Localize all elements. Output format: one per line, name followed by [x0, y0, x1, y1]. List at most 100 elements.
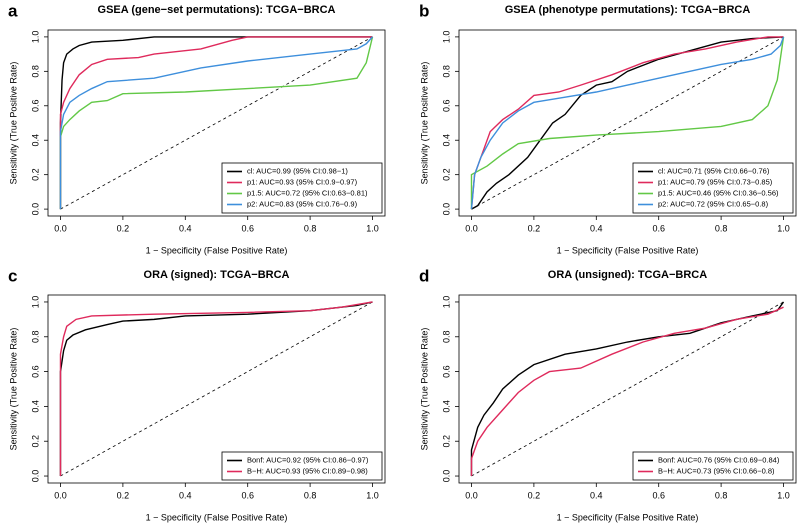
panel-label: b — [419, 1, 429, 20]
legend-label: cl: AUC=0.71 (95% CI:0.66−0.76) — [658, 166, 770, 175]
legend-label: Bonf: AUC=0.76 (95% CI:0.69−0.84) — [658, 455, 780, 464]
y-tick-label: 0.8 — [30, 331, 40, 344]
legend-box — [221, 162, 383, 214]
legend: Bonf: AUC=0.76 (95% CI:0.69−0.84) B−H: AU… — [632, 451, 794, 481]
roc-curve — [470, 306, 784, 477]
legend-label: p2: AUC=0.83 (95% CI:0.76−0.9) — [247, 199, 358, 208]
roc-curve — [470, 36, 785, 210]
x-tick-label: 0.0 — [54, 223, 67, 233]
legend-label: cl: AUC=0.99 (95% CI:0.98−1) — [247, 166, 348, 175]
x-tick-label: 1.0 — [777, 490, 790, 500]
x-tick-label: 0.6 — [241, 490, 254, 500]
x-axis-label: 1 − Specificity (False Positive Rate) — [557, 512, 699, 522]
x-tick-label: 1.0 — [366, 223, 379, 233]
x-tick-label: 0.8 — [715, 490, 728, 500]
y-tick-label: 0.6 — [441, 100, 451, 113]
roc-curve — [59, 36, 374, 210]
y-tick-label: 1.0 — [30, 296, 40, 309]
x-tick-label: 0.0 — [54, 490, 67, 500]
panel: b GSEA (phenotype permutations): TCGA−BRC… — [419, 1, 797, 255]
y-tick-label: 1.0 — [441, 296, 451, 309]
x-tick-label: 0.4 — [590, 490, 603, 500]
panel-label: d — [419, 266, 429, 285]
y-tick-label: 0.4 — [441, 400, 451, 413]
legend-label: p1.5: AUC=0.46 (95% CI:0.36−0.56) — [658, 188, 779, 197]
reference-diagonal — [471, 301, 784, 477]
legend-box — [632, 451, 794, 481]
legend: Bonf: AUC=0.92 (95% CI:0.86−0.97) B−H: AU… — [221, 451, 383, 481]
y-tick-label: 0.4 — [441, 134, 451, 147]
y-tick-label: 0.8 — [441, 331, 451, 344]
x-tick-label: 0.2 — [117, 223, 130, 233]
x-tick-label: 0.8 — [304, 490, 317, 500]
reference-diagonal — [60, 301, 373, 477]
y-tick-label: 0.4 — [30, 400, 40, 413]
roc-curve — [471, 36, 784, 210]
y-axis-label: Sensitivity (True Positive Rate) — [419, 62, 429, 185]
x-tick-label: 0.2 — [528, 223, 541, 233]
y-tick-label: 0.8 — [30, 65, 40, 78]
roc-curve — [59, 36, 373, 210]
y-tick-label: 0.6 — [30, 100, 40, 113]
y-tick-label: 0.0 — [441, 203, 451, 216]
legend: cl: AUC=0.71 (95% CI:0.66−0.76) p1: AUC=0… — [632, 162, 794, 214]
y-tick-label: 0.6 — [30, 365, 40, 378]
legend-label: Bonf: AUC=0.92 (95% CI:0.86−0.97) — [247, 455, 369, 464]
plot-frame — [47, 294, 386, 484]
x-axis-label: 1 − Specificity (False Positive Rate) — [557, 245, 699, 255]
x-tick-label: 1.0 — [366, 490, 379, 500]
y-tick-label: 0.0 — [30, 203, 40, 216]
y-tick-label: 1.0 — [441, 31, 451, 44]
x-axis-label: 1 − Specificity (False Positive Rate) — [146, 245, 288, 255]
panel-title: ORA (unsigned): TCGA−BRCA — [548, 269, 707, 281]
legend-label: B−H: AUC=0.93 (95% CI:0.89−0.98) — [247, 466, 368, 475]
legend-label: p1: AUC=0.93 (95% CI:0.9−0.97) — [247, 177, 358, 186]
roc-curve — [59, 301, 373, 477]
x-tick-label: 1.0 — [777, 223, 790, 233]
roc-curve — [59, 36, 373, 210]
roc-curve — [470, 36, 785, 210]
x-tick-label: 0.0 — [465, 490, 478, 500]
legend-box — [632, 162, 794, 214]
y-tick-label: 0.0 — [441, 470, 451, 483]
x-tick-label: 0.4 — [590, 223, 603, 233]
x-tick-label: 0.8 — [304, 223, 317, 233]
panel: c ORA (signed): TCGA−BRCA 0.0 0.2 0.4 0.6 0.8 1… — [8, 266, 386, 522]
x-tick-label: 0.2 — [528, 490, 541, 500]
panel-label: c — [8, 266, 17, 285]
x-tick-label: 0.6 — [652, 490, 665, 500]
panel-title: ORA (signed): TCGA−BRCA — [144, 269, 290, 281]
y-axis-label: Sensitivity (True Positive Rate) — [8, 328, 18, 451]
legend-label: p1.5: AUC=0.72 (95% CI:0.63−0.81) — [247, 188, 368, 197]
y-tick-label: 0.6 — [441, 365, 451, 378]
panel: a GSEA (gene−set permutations): TCGA−BRCA… — [8, 1, 386, 255]
x-tick-label: 0.0 — [465, 223, 478, 233]
y-tick-label: 0.2 — [441, 168, 451, 181]
y-tick-label: 0.2 — [441, 435, 451, 448]
roc-curve — [470, 36, 784, 210]
legend: cl: AUC=0.99 (95% CI:0.98−1) p1: AUC=0.93… — [221, 162, 383, 214]
plot-frame — [47, 29, 386, 217]
y-tick-label: 0.0 — [30, 470, 40, 483]
legend-label: B−H: AUC=0.73 (95% CI:0.66−0.8) — [658, 466, 775, 475]
panel-title: GSEA (phenotype permutations): TCGA−BRCA — [505, 4, 751, 16]
y-axis-label: Sensitivity (True Positive Rate) — [8, 62, 18, 185]
roc-curve — [59, 36, 374, 210]
x-tick-label: 0.4 — [179, 490, 192, 500]
roc-curve — [470, 301, 785, 477]
legend-label: p1: AUC=0.79 (95% CI:0.73−0.85) — [658, 177, 773, 186]
y-tick-label: 0.2 — [30, 435, 40, 448]
plot-frame — [458, 29, 797, 217]
legend-label: p2: AUC=0.72 (95% CI:0.65−0.8) — [658, 199, 769, 208]
panel: d ORA (unsigned): TCGA−BRCA 0.0 0.2 0.4 0.6 0.… — [419, 266, 797, 522]
x-tick-label: 0.4 — [179, 223, 192, 233]
plot-frame — [458, 294, 797, 484]
legend-box — [221, 451, 383, 481]
x-tick-label: 0.8 — [715, 223, 728, 233]
y-tick-label: 0.4 — [30, 134, 40, 147]
roc-curve — [59, 301, 373, 477]
x-axis-label: 1 − Specificity (False Positive Rate) — [146, 512, 288, 522]
x-tick-label: 0.6 — [241, 223, 254, 233]
y-tick-label: 0.8 — [441, 65, 451, 78]
x-tick-label: 0.6 — [652, 223, 665, 233]
